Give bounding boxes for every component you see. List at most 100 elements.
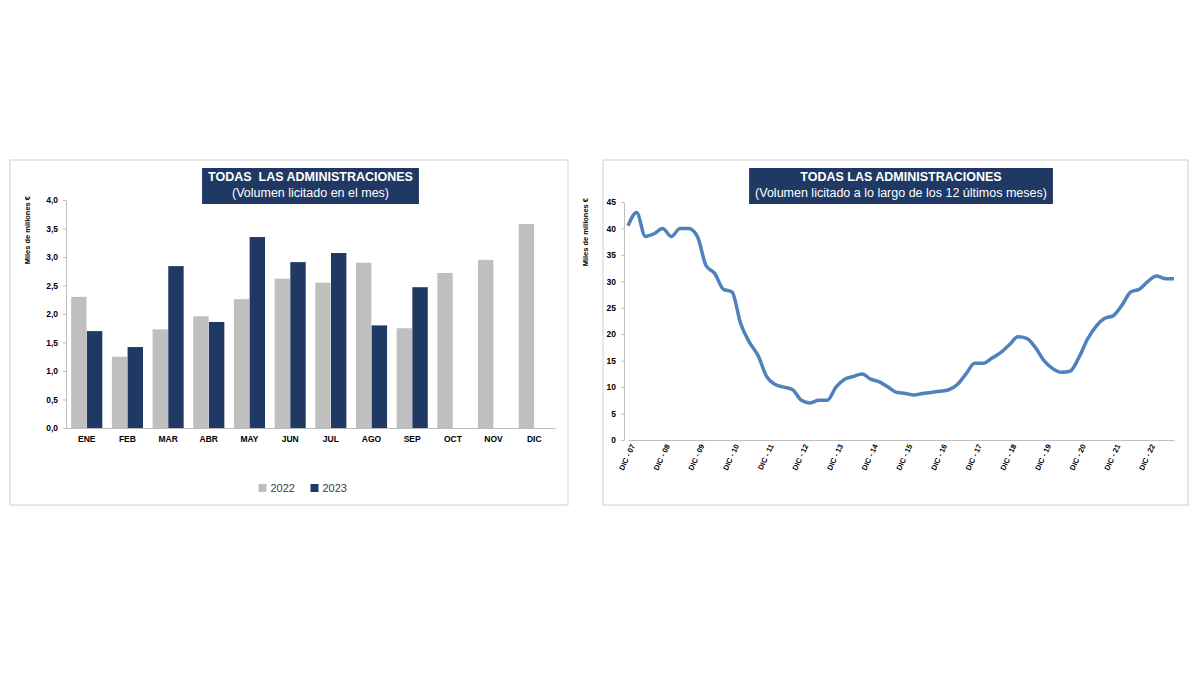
- tick-label: JUL: [323, 434, 339, 444]
- tick-label: DIC - 14: [860, 442, 880, 472]
- subtitle: (Volumen licitado en el mes): [232, 186, 389, 200]
- tick-label: 4,0: [46, 195, 58, 205]
- y-tick: 10: [607, 382, 624, 392]
- tick-label: DIC - 22: [1137, 443, 1157, 472]
- x-tick: MAY: [240, 428, 258, 444]
- bar: [153, 329, 168, 428]
- x-tick: JUN: [282, 428, 299, 444]
- y-tick: 5: [611, 409, 624, 419]
- background: [0, 0, 1200, 675]
- x-tick: DIC - 07: [617, 440, 637, 472]
- tick-mark: [63, 371, 66, 372]
- bar: [290, 262, 305, 428]
- y-tick: 45: [607, 197, 624, 207]
- tick-label: DIC - 21: [1102, 443, 1122, 472]
- tick-label: DIC - 09: [686, 443, 706, 472]
- tick-label: 3,0: [46, 252, 58, 262]
- bar: [437, 273, 452, 428]
- bar: [412, 287, 427, 428]
- tick-label: 15: [607, 356, 617, 366]
- chart-1: TODAS LAS ADMINISTRACIONES(Volumen licit…: [581, 160, 1188, 505]
- bar: [372, 325, 387, 428]
- bar: [112, 357, 127, 428]
- y-tick: 3,0: [46, 252, 66, 262]
- tick-mark: [621, 334, 624, 335]
- tick-label: 2,0: [46, 309, 58, 319]
- bar: [519, 224, 534, 428]
- tick-mark: [63, 286, 66, 287]
- tick-mark: [621, 255, 624, 256]
- axis-line: [66, 201, 67, 429]
- x-tick: JUL: [323, 428, 339, 444]
- y-axis: 051015202530354045: [607, 197, 625, 445]
- x-tick: DIC - 18: [998, 440, 1018, 472]
- tick-label: 3,5: [46, 224, 58, 234]
- tick-label: DIC - 10: [721, 443, 741, 472]
- panel-frame: [10, 160, 568, 505]
- bars: [71, 224, 534, 428]
- x-axis: DIC - 07 DIC - 08 DIC - 09 DIC - 10 DIC - 11…: [617, 440, 1174, 472]
- y-tick: 4,0: [46, 195, 66, 205]
- tick-label: MAY: [240, 434, 258, 444]
- bar: [250, 237, 265, 428]
- tick-label: 40: [607, 224, 617, 234]
- x-tick: DIC - 08: [652, 440, 672, 472]
- tick-label: 10: [607, 382, 617, 392]
- y-tick: 25: [607, 303, 624, 313]
- x-tick: DIC - 12: [790, 440, 810, 472]
- legend-swatch: [259, 484, 267, 492]
- x-tick: DIC - 20: [1068, 440, 1088, 472]
- y-axis: 0,00,51,01,52,02,53,03,54,0: [46, 195, 66, 433]
- legend-label: 2023: [323, 482, 347, 494]
- series-0: [71, 224, 534, 428]
- tick-label: 1,0: [46, 366, 58, 376]
- tick-label: 20: [607, 329, 617, 339]
- y-tick: 0,5: [46, 395, 66, 405]
- x-tick: DIC - 11: [756, 440, 776, 471]
- x-tick: OCT: [444, 428, 463, 444]
- x-tick: AGO: [362, 428, 382, 444]
- tick-label: ENE: [78, 434, 96, 444]
- x-tick: DIC - 14: [860, 440, 880, 472]
- tick-label: ABR: [200, 434, 218, 444]
- x-tick: ENE: [78, 428, 96, 444]
- title-box: TODAS LAS ADMINISTRACIONES(Volumen licit…: [202, 168, 419, 204]
- x-tick: ABR: [200, 428, 218, 444]
- lines: [628, 213, 1174, 403]
- series-1: [87, 237, 428, 428]
- bar: [234, 299, 249, 428]
- axis-line: [624, 203, 625, 441]
- tick-label: DIC - 19: [1033, 443, 1053, 472]
- x-tick: DIC - 19: [1033, 440, 1053, 472]
- bar: [331, 253, 346, 428]
- subtitle: (Volumen licitado a lo largo de los 12 ú…: [755, 186, 1047, 200]
- x-tick: DIC: [527, 428, 542, 444]
- panel-frame: [603, 160, 1188, 505]
- x-tick: DIC - 09: [686, 440, 706, 472]
- tick-label: DIC - 20: [1068, 443, 1088, 472]
- legend-label: 2022: [271, 482, 295, 494]
- tick-label: DIC - 18: [998, 443, 1018, 472]
- legend-swatch: [311, 484, 319, 492]
- legend: 2022 2023: [259, 482, 347, 494]
- x-tick: NOV: [484, 428, 503, 444]
- bar: [168, 266, 183, 428]
- tick-label: SEP: [404, 434, 421, 444]
- tick-mark: [63, 229, 66, 230]
- x-tick: FEB: [119, 428, 136, 444]
- tick-label: 0,0: [46, 423, 58, 433]
- x-tick: MAR: [158, 428, 177, 444]
- axis-line: [67, 428, 556, 429]
- tick-label: DIC - 11: [756, 443, 776, 472]
- y-tick: 15: [607, 356, 624, 366]
- tick-label: 30: [607, 277, 617, 287]
- title-background: [202, 168, 419, 204]
- tick-label: JUN: [282, 434, 299, 444]
- tick-label: DIC: [527, 434, 542, 444]
- tick-label: 35: [607, 250, 617, 260]
- tick-label: 0,5: [46, 395, 58, 405]
- line: [628, 213, 1174, 403]
- tick-mark: [63, 343, 66, 344]
- tick-label: DIC - 08: [652, 443, 672, 472]
- bar: [478, 260, 493, 428]
